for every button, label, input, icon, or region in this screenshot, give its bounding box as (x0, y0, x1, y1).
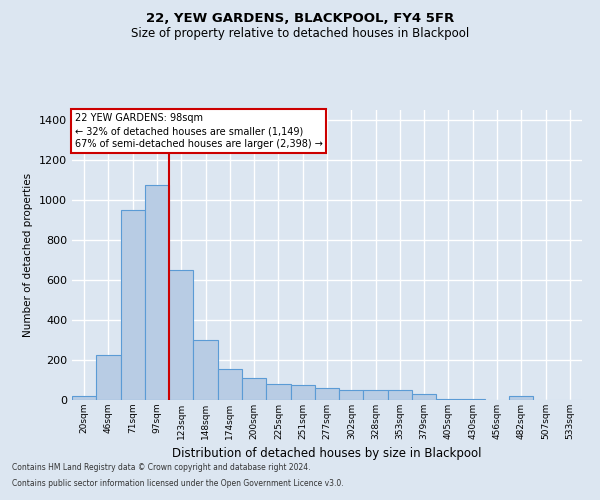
Y-axis label: Number of detached properties: Number of detached properties (23, 173, 34, 337)
Bar (169, 270, 193, 400)
Bar (364, 390, 388, 400)
Bar (315, 388, 339, 400)
Bar (388, 390, 412, 400)
X-axis label: Distribution of detached houses by size in Blackpool: Distribution of detached houses by size … (172, 448, 482, 460)
Text: 22, YEW GARDENS, BLACKPOOL, FY4 5FR: 22, YEW GARDENS, BLACKPOOL, FY4 5FR (146, 12, 454, 26)
Text: Size of property relative to detached houses in Blackpool: Size of property relative to detached ho… (131, 28, 469, 40)
Bar (72, 396, 96, 400)
Bar (145, 185, 169, 400)
Text: 22 YEW GARDENS: 98sqm
← 32% of detached houses are smaller (1,149)
67% of semi-d: 22 YEW GARDENS: 98sqm ← 32% of detached … (74, 113, 322, 150)
Bar (412, 394, 436, 400)
Bar (266, 384, 290, 400)
Bar (436, 399, 461, 400)
Bar (242, 378, 266, 400)
Text: Contains HM Land Registry data © Crown copyright and database right 2024.: Contains HM Land Registry data © Crown c… (12, 464, 311, 472)
Bar (218, 369, 242, 400)
Bar (96, 355, 121, 400)
Bar (121, 210, 145, 400)
Bar (290, 385, 315, 400)
Bar (193, 340, 218, 400)
Text: Contains public sector information licensed under the Open Government Licence v3: Contains public sector information licen… (12, 478, 344, 488)
Bar (339, 390, 364, 400)
Bar (509, 396, 533, 400)
